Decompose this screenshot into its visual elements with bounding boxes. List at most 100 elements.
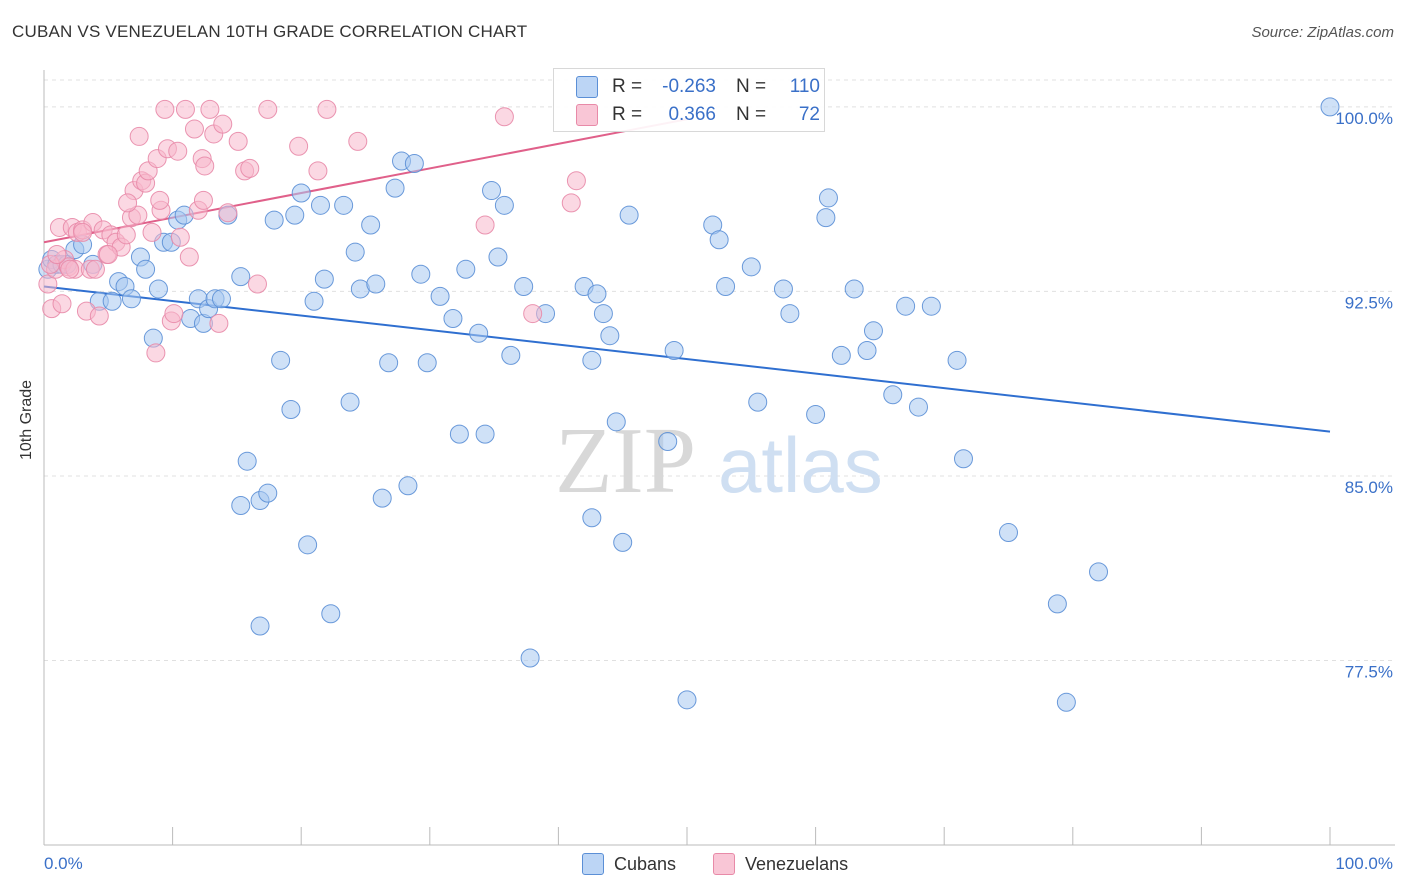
- venezuelan-point: [218, 203, 238, 223]
- venezuelans-swatch: [576, 104, 598, 126]
- venezuelan-point: [85, 259, 105, 279]
- cuban-point: [1089, 562, 1109, 582]
- cuban-point: [494, 195, 514, 215]
- cuban-point: [1047, 594, 1067, 614]
- cuban-point: [748, 392, 768, 412]
- cuban-point: [361, 215, 381, 235]
- venezuelan-point: [47, 245, 67, 265]
- cuban-point: [501, 345, 521, 365]
- cuban-point: [883, 385, 903, 405]
- watermark: ZIP atlas: [555, 409, 883, 513]
- cuban-point: [231, 267, 251, 287]
- cuban-point: [921, 296, 941, 316]
- venezuelan-point: [475, 215, 495, 235]
- cuban-point: [857, 340, 877, 360]
- venezuelan-point: [566, 171, 586, 191]
- cuban-point: [709, 230, 729, 250]
- cuban-point: [600, 326, 620, 346]
- cuban-point: [520, 648, 540, 668]
- cuban-point: [658, 432, 678, 452]
- venezuelan-point: [494, 107, 514, 127]
- cuban-point: [237, 451, 257, 471]
- r-label: R =: [612, 76, 643, 97]
- y-tick-label: 77.5%: [1345, 662, 1393, 681]
- y-tick-label: 92.5%: [1345, 293, 1393, 312]
- cuban-point: [211, 289, 231, 309]
- venezuelan-point: [116, 225, 136, 245]
- venezuelan-point: [193, 190, 213, 210]
- cubans-trend-line: [43, 285, 1331, 433]
- cuban-point: [417, 353, 437, 373]
- source-label: Source: ZipAtlas.com: [1251, 24, 1394, 41]
- cubans-swatch: [576, 76, 598, 98]
- venezuelan-point: [73, 222, 93, 242]
- legend-item-cubans[interactable]: Cubans: [582, 852, 676, 876]
- cuban-point: [863, 321, 883, 341]
- y-tick-label: 85.0%: [1345, 478, 1393, 497]
- n-label: N =: [736, 104, 767, 125]
- axes: [43, 70, 1395, 846]
- venezuelan-point: [150, 190, 170, 210]
- cuban-point: [271, 350, 291, 370]
- venezuelan-point: [523, 304, 543, 324]
- trend-lines: [43, 118, 1331, 433]
- cuban-point: [773, 279, 793, 299]
- cuban-point: [741, 257, 761, 277]
- cuban-point: [285, 205, 305, 225]
- venezuelan-point: [98, 245, 118, 265]
- cuban-point: [816, 208, 836, 228]
- venezuelan-point: [146, 343, 166, 363]
- cuban-point: [340, 392, 360, 412]
- venezuelan-point: [289, 136, 309, 156]
- venezuelan-point: [209, 313, 229, 333]
- cuban-point: [831, 345, 851, 365]
- y-tick-label: 100.0%: [1335, 109, 1393, 128]
- venezuelan-point: [213, 114, 233, 134]
- venezuelan-point: [308, 161, 328, 181]
- cuban-point: [404, 153, 424, 173]
- r-label: R =: [612, 104, 643, 125]
- cuban-point: [310, 195, 330, 215]
- n-value: 72: [798, 104, 820, 125]
- cuban-point: [619, 205, 639, 225]
- cuban-point: [345, 242, 365, 262]
- watermark-zip: ZIP: [555, 409, 696, 513]
- cuban-point: [411, 264, 431, 284]
- cuban-point: [102, 291, 122, 311]
- tick-labels: 77.5% 85.0% 92.5% 100.0% 0.0% 100.0%: [44, 109, 1393, 873]
- cuban-point: [716, 277, 736, 297]
- cuban-point: [482, 181, 502, 201]
- cuban-point: [334, 195, 354, 215]
- cuban-point: [475, 424, 495, 444]
- venezuelan-point: [170, 227, 190, 247]
- cubans-legend-swatch: [582, 853, 604, 875]
- cuban-point: [250, 616, 270, 636]
- venezuelan-point: [179, 247, 199, 267]
- venezuelan-point: [317, 99, 337, 119]
- cuban-point: [291, 183, 311, 203]
- venezuelan-point: [128, 205, 148, 225]
- venezuelan-point: [348, 131, 368, 151]
- legend-item-venezuelans[interactable]: Venezuelans: [713, 852, 848, 876]
- cuban-point: [430, 286, 450, 306]
- cuban-point: [582, 508, 602, 528]
- cuban-point: [366, 274, 386, 294]
- cuban-point: [613, 532, 633, 552]
- cuban-point: [231, 495, 251, 515]
- cuban-point: [488, 247, 508, 267]
- cuban-point: [1056, 692, 1076, 712]
- venezuelan-point: [184, 119, 204, 139]
- cuban-point: [385, 178, 405, 198]
- cuban-point: [999, 523, 1018, 543]
- cuban-point: [148, 279, 168, 299]
- venezuelan-point: [228, 131, 248, 151]
- cuban-point: [582, 350, 602, 370]
- venezuelan-point: [142, 222, 162, 242]
- data-points: [38, 97, 1340, 712]
- venezuelan-point: [240, 158, 260, 178]
- cuban-point: [606, 412, 626, 432]
- venezuelan-point: [195, 156, 215, 176]
- cuban-point: [264, 210, 284, 230]
- x-tick-label: 100.0%: [1335, 854, 1393, 873]
